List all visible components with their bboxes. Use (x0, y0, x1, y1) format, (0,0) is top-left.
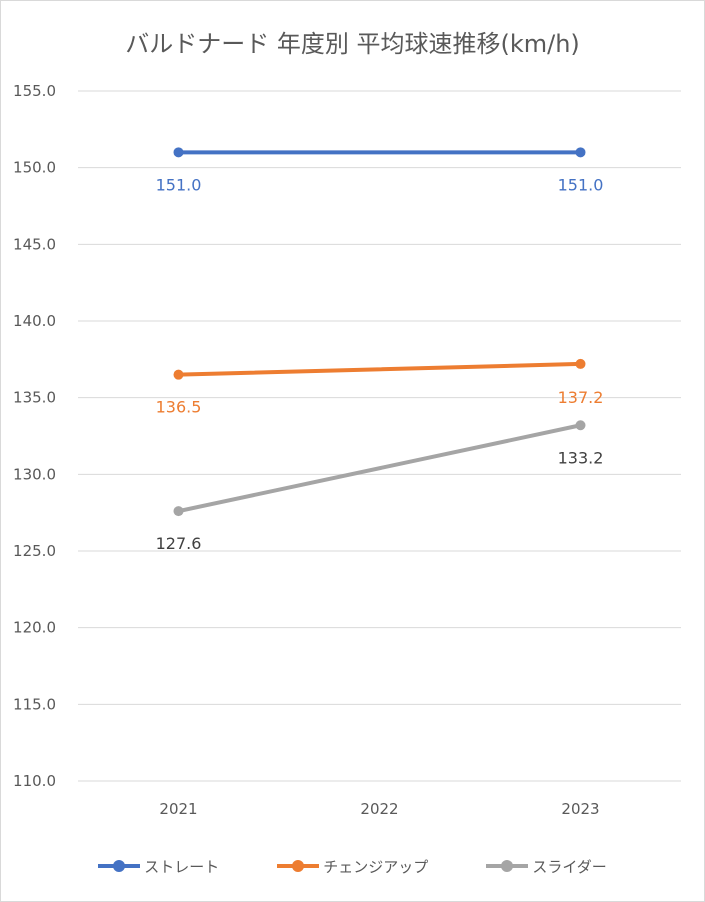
y-tick-label: 120.0 (13, 619, 56, 637)
data-label: 151.0 (558, 175, 604, 194)
y-tick-label: 145.0 (13, 235, 56, 253)
data-label: 151.0 (156, 175, 202, 194)
series (173, 147, 586, 517)
data-point (575, 147, 586, 158)
x-tick-label: 2021 (159, 800, 197, 818)
y-tick-label: 140.0 (13, 312, 56, 330)
y-tick-label: 125.0 (13, 542, 56, 560)
y-tick-label: 110.0 (13, 772, 56, 790)
y-tick-label: 155.0 (13, 82, 56, 100)
data-label: 137.2 (558, 388, 604, 407)
legend-item: チェンジアップ (277, 856, 428, 877)
x-tick-label: 2022 (360, 800, 398, 818)
data-label: 127.6 (156, 534, 202, 553)
y-tick-label: 115.0 (13, 695, 56, 713)
data-label: 136.5 (156, 398, 202, 417)
legend-label: スライダー (532, 857, 607, 876)
x-tick-label: 2023 (561, 800, 599, 818)
y-tick-label: 130.0 (13, 465, 56, 483)
legend-marker (98, 859, 141, 873)
data-labels: 151.0 151.0 136.5 137.2 127.6 133.2 (156, 175, 604, 553)
legend-marker (277, 859, 320, 873)
legend-item: スライダー (486, 856, 607, 877)
data-point (173, 147, 184, 158)
gridlines (78, 90, 681, 782)
legend-label: チェンジアップ (323, 857, 429, 876)
y-tick-label: 150.0 (13, 159, 56, 177)
legend-label: ストレート (144, 857, 220, 876)
axes: 110.0 115.0 120.0 125.0 130.0 135.0 140.0 145.0… (13, 82, 600, 818)
data-point (173, 369, 184, 380)
series-line (176, 361, 583, 377)
y-tick-label: 135.0 (13, 389, 56, 407)
data-label: 133.2 (558, 448, 604, 467)
legend: ストレート チェンジアップ スライダー (0, 852, 705, 880)
series-line (176, 423, 583, 514)
data-point (575, 420, 586, 431)
chart-title: バルドナード 年度別 平均球速推移(km/h) (125, 30, 580, 58)
data-point (575, 358, 586, 369)
legend-marker (486, 859, 529, 873)
data-point (173, 506, 184, 517)
legend-item: ストレート (98, 856, 219, 877)
